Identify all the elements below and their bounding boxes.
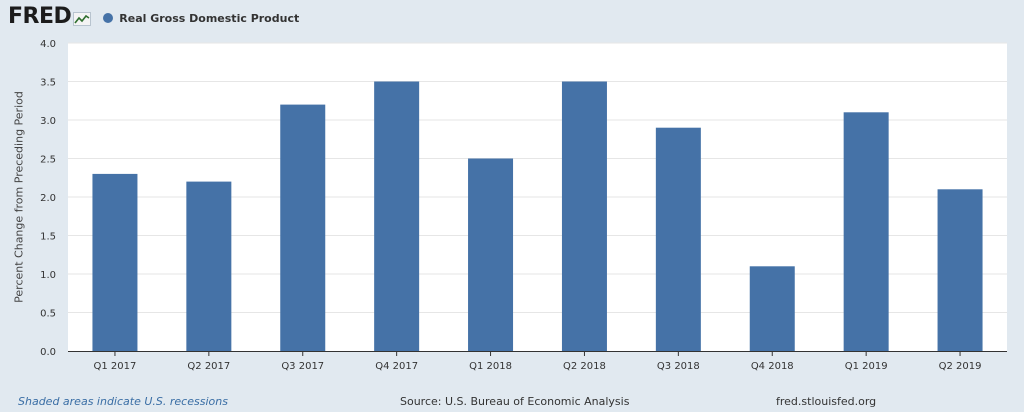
x-tick-label: Q2 2017 [187,361,230,372]
bar [186,181,232,351]
y-axis-label: Percent Change from Preceding Period [12,91,26,303]
bar [374,81,420,351]
chart-legend: Real Gross Domestic Product [103,12,299,25]
line-chart-icon [73,12,92,26]
source-note: Source: U.S. Bureau of Economic Analysis [400,395,630,408]
bar [843,112,889,351]
y-tick-label: 3.0 [40,116,56,127]
legend-label: Real Gross Domestic Product [119,11,300,25]
x-tick-label: Q4 2017 [375,361,418,372]
bar [561,81,607,351]
recession-note: Shaded areas indicate U.S. recessions [18,395,228,408]
x-tick-label: Q2 2018 [563,361,606,372]
x-tick-label: Q1 2017 [94,361,137,372]
chart-header: FRED Real Gross Domestic Product [8,4,299,30]
y-tick-label: 2.5 [40,155,56,166]
bar [468,158,514,351]
x-tick-label: Q3 2018 [657,361,700,372]
bar [749,266,795,351]
y-tick-label: 1.5 [40,232,56,243]
y-tick-label: 4.0 [40,39,56,50]
x-tick-label: Q1 2019 [845,361,888,372]
y-tick-label: 2.0 [40,193,56,204]
x-tick-label: Q3 2017 [281,361,324,372]
bar [280,104,326,351]
x-tick-label: Q4 2018 [751,361,794,372]
y-tick-label: 3.5 [40,78,56,89]
legend-marker [103,13,114,23]
y-tick-label: 0.5 [40,309,56,320]
fred-logo[interactable]: FRED [8,4,72,29]
bar [92,173,138,351]
bar [655,127,701,351]
bar [937,189,983,351]
y-tick-label: 0.0 [40,347,56,358]
y-tick-label: 1.0 [40,270,56,281]
site-link[interactable]: fred.stlouisfed.org [776,395,877,408]
x-tick-label: Q1 2018 [469,361,512,372]
x-tick-label: Q2 2019 [939,361,982,372]
